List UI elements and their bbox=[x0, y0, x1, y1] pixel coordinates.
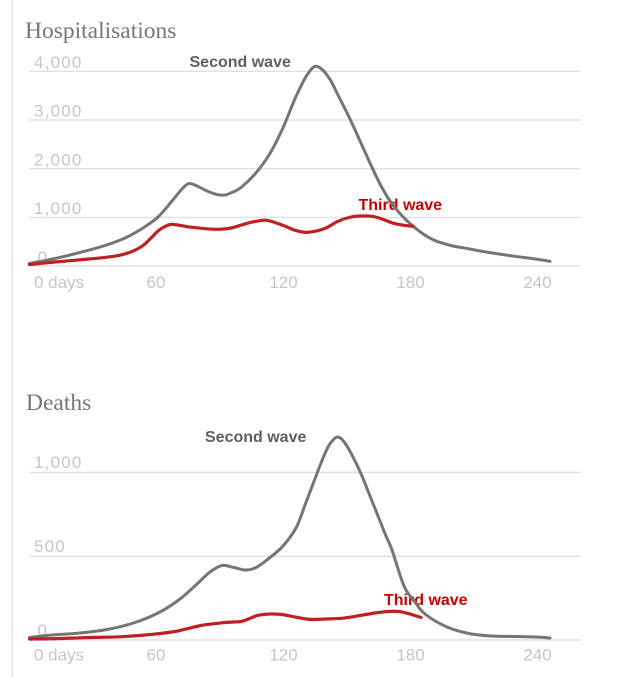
svg-text:Third wave: Third wave bbox=[359, 197, 443, 214]
svg-text:Second wave: Second wave bbox=[205, 429, 306, 446]
svg-text:60: 60 bbox=[147, 646, 166, 665]
svg-text:Deaths: Deaths bbox=[26, 390, 91, 416]
svg-text:1,000: 1,000 bbox=[34, 199, 83, 218]
svg-text:0: 0 bbox=[38, 248, 49, 267]
svg-text:240: 240 bbox=[523, 646, 551, 665]
svg-text:Third wave: Third wave bbox=[384, 592, 468, 609]
svg-text:3,000: 3,000 bbox=[34, 102, 83, 121]
svg-text:120: 120 bbox=[269, 273, 297, 292]
svg-text:Second wave: Second wave bbox=[190, 54, 291, 71]
svg-text:60: 60 bbox=[147, 273, 166, 292]
svg-text:500: 500 bbox=[34, 537, 66, 556]
svg-text:4,000: 4,000 bbox=[34, 53, 83, 72]
svg-text:180: 180 bbox=[396, 646, 424, 665]
svg-text:0: 0 bbox=[38, 621, 49, 640]
svg-text:Hospitalisations: Hospitalisations bbox=[25, 18, 176, 44]
svg-text:0 days: 0 days bbox=[34, 273, 84, 292]
svg-text:180: 180 bbox=[396, 273, 424, 292]
svg-text:240: 240 bbox=[523, 273, 551, 292]
svg-text:0 days: 0 days bbox=[34, 646, 84, 665]
svg-text:1,000: 1,000 bbox=[34, 453, 83, 472]
svg-text:2,000: 2,000 bbox=[34, 150, 83, 169]
svg-text:120: 120 bbox=[269, 646, 297, 665]
